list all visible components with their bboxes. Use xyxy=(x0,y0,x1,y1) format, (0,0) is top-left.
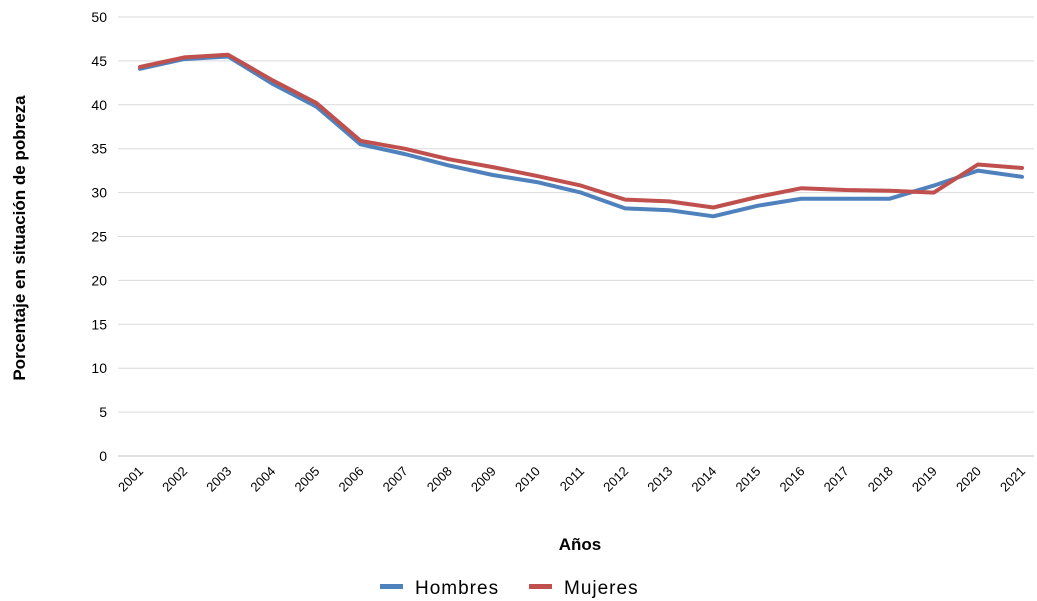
x-tick-label-2012: 2012 xyxy=(600,464,631,495)
series-line-hombres xyxy=(138,54,1024,219)
data-point-mujeres-2019 xyxy=(933,192,934,193)
data-point-hombres-2005 xyxy=(316,106,317,107)
data-point-hombres-2015 xyxy=(757,205,758,206)
data-point-hombres-2018 xyxy=(889,198,890,199)
y-tick-label-45: 45 xyxy=(91,53,107,69)
x-tick-label-2004: 2004 xyxy=(247,464,278,495)
x-tick-label-2001: 2001 xyxy=(115,464,146,495)
x-tick-label-2015: 2015 xyxy=(732,464,763,495)
legend-label-mujeres: Mujeres xyxy=(564,578,639,599)
data-point-mujeres-2012 xyxy=(625,199,626,200)
data-point-mujeres-2002 xyxy=(184,57,185,58)
data-point-mujeres-2021 xyxy=(1022,168,1023,169)
data-point-mujeres-2017 xyxy=(845,189,846,190)
data-point-hombres-2021 xyxy=(1022,176,1023,177)
data-point-mujeres-2016 xyxy=(801,188,802,189)
y-tick-label-30: 30 xyxy=(91,185,107,201)
data-point-hombres-2004 xyxy=(272,83,273,84)
data-point-hombres-2010 xyxy=(536,182,537,183)
y-tick-label-50: 50 xyxy=(91,9,107,25)
legend-label-hombres: Hombres xyxy=(415,578,499,599)
y-tick-label-25: 25 xyxy=(91,229,107,245)
x-tick-label-2014: 2014 xyxy=(688,464,719,495)
x-tick-label-2016: 2016 xyxy=(777,464,808,495)
data-point-mujeres-2010 xyxy=(536,175,537,176)
data-point-hombres-2020 xyxy=(977,170,978,171)
y-tick-label-15: 15 xyxy=(91,316,107,332)
data-point-mujeres-2008 xyxy=(448,159,449,160)
x-tick-label-2017: 2017 xyxy=(821,464,852,495)
x-tick-label-2003: 2003 xyxy=(203,464,234,495)
y-tick-label-10: 10 xyxy=(91,360,107,376)
y-tick-label-5: 5 xyxy=(99,404,107,420)
data-point-hombres-2009 xyxy=(492,175,493,176)
y-axis-title: Porcentaje en situación de pobreza xyxy=(10,95,29,381)
x-tick-label-2005: 2005 xyxy=(291,464,322,495)
legend-item-hombres: Hombres xyxy=(380,578,499,599)
x-tick-label-2008: 2008 xyxy=(424,464,455,495)
y-tick-label-35: 35 xyxy=(91,141,107,157)
data-point-mujeres-2015 xyxy=(757,196,758,197)
data-point-hombres-2014 xyxy=(713,216,714,217)
x-tick-label-2002: 2002 xyxy=(159,464,190,495)
data-point-hombres-2013 xyxy=(669,210,670,211)
y-tick-label-20: 20 xyxy=(91,272,107,288)
y-tick-label-40: 40 xyxy=(91,97,107,113)
data-point-mujeres-2003 xyxy=(228,54,229,55)
x-tick-label-2021: 2021 xyxy=(997,464,1028,495)
x-tick-label-2011: 2011 xyxy=(557,464,587,494)
x-tick-label-2018: 2018 xyxy=(865,464,896,495)
data-point-mujeres-2004 xyxy=(272,80,273,81)
legend: Hombres Mujeres xyxy=(380,578,639,599)
data-point-hombres-2012 xyxy=(625,208,626,209)
data-point-hombres-2008 xyxy=(448,165,449,166)
data-point-hombres-2019 xyxy=(933,185,934,186)
series-lines xyxy=(138,52,1024,219)
x-axis-title: Años xyxy=(559,535,602,554)
data-point-mujeres-2014 xyxy=(713,207,714,208)
series-line-mujeres xyxy=(138,52,1024,210)
x-tick-label-2020: 2020 xyxy=(953,464,984,495)
x-tick-label-2006: 2006 xyxy=(336,464,367,495)
data-point-mujeres-2020 xyxy=(977,164,978,165)
x-tick-label-2009: 2009 xyxy=(468,464,499,495)
data-point-mujeres-2006 xyxy=(360,140,361,141)
x-tick-label-2007: 2007 xyxy=(380,464,411,495)
data-point-mujeres-2007 xyxy=(404,148,405,149)
data-point-hombres-2011 xyxy=(581,192,582,193)
data-point-hombres-2006 xyxy=(360,144,361,145)
x-tick-label-2013: 2013 xyxy=(644,464,675,495)
data-point-mujeres-2011 xyxy=(581,185,582,186)
y-tick-label-0: 0 xyxy=(99,448,107,464)
data-point-mujeres-2005 xyxy=(316,103,317,104)
data-point-hombres-2016 xyxy=(801,198,802,199)
data-point-mujeres-2001 xyxy=(140,67,141,68)
x-axis-ticks: 2001 2002 2003 2004 2005 2006 2007 2008 2009 2010… xyxy=(115,464,1028,495)
gridlines xyxy=(118,16,1034,457)
x-tick-label-2019: 2019 xyxy=(909,464,940,495)
data-point-hombres-2007 xyxy=(404,153,405,154)
legend-item-mujeres: Mujeres xyxy=(529,578,639,599)
data-point-mujeres-2018 xyxy=(889,190,890,191)
data-point-mujeres-2009 xyxy=(492,167,493,168)
x-tick-label-2010: 2010 xyxy=(512,464,543,495)
data-point-mujeres-2013 xyxy=(669,201,670,202)
y-axis-ticks: 0 5 10 15 20 25 30 35 40 45 50 xyxy=(91,9,107,464)
legend-swatch-mujeres xyxy=(529,584,552,589)
legend-swatch-hombres xyxy=(380,584,403,589)
data-point-hombres-2017 xyxy=(845,198,846,199)
